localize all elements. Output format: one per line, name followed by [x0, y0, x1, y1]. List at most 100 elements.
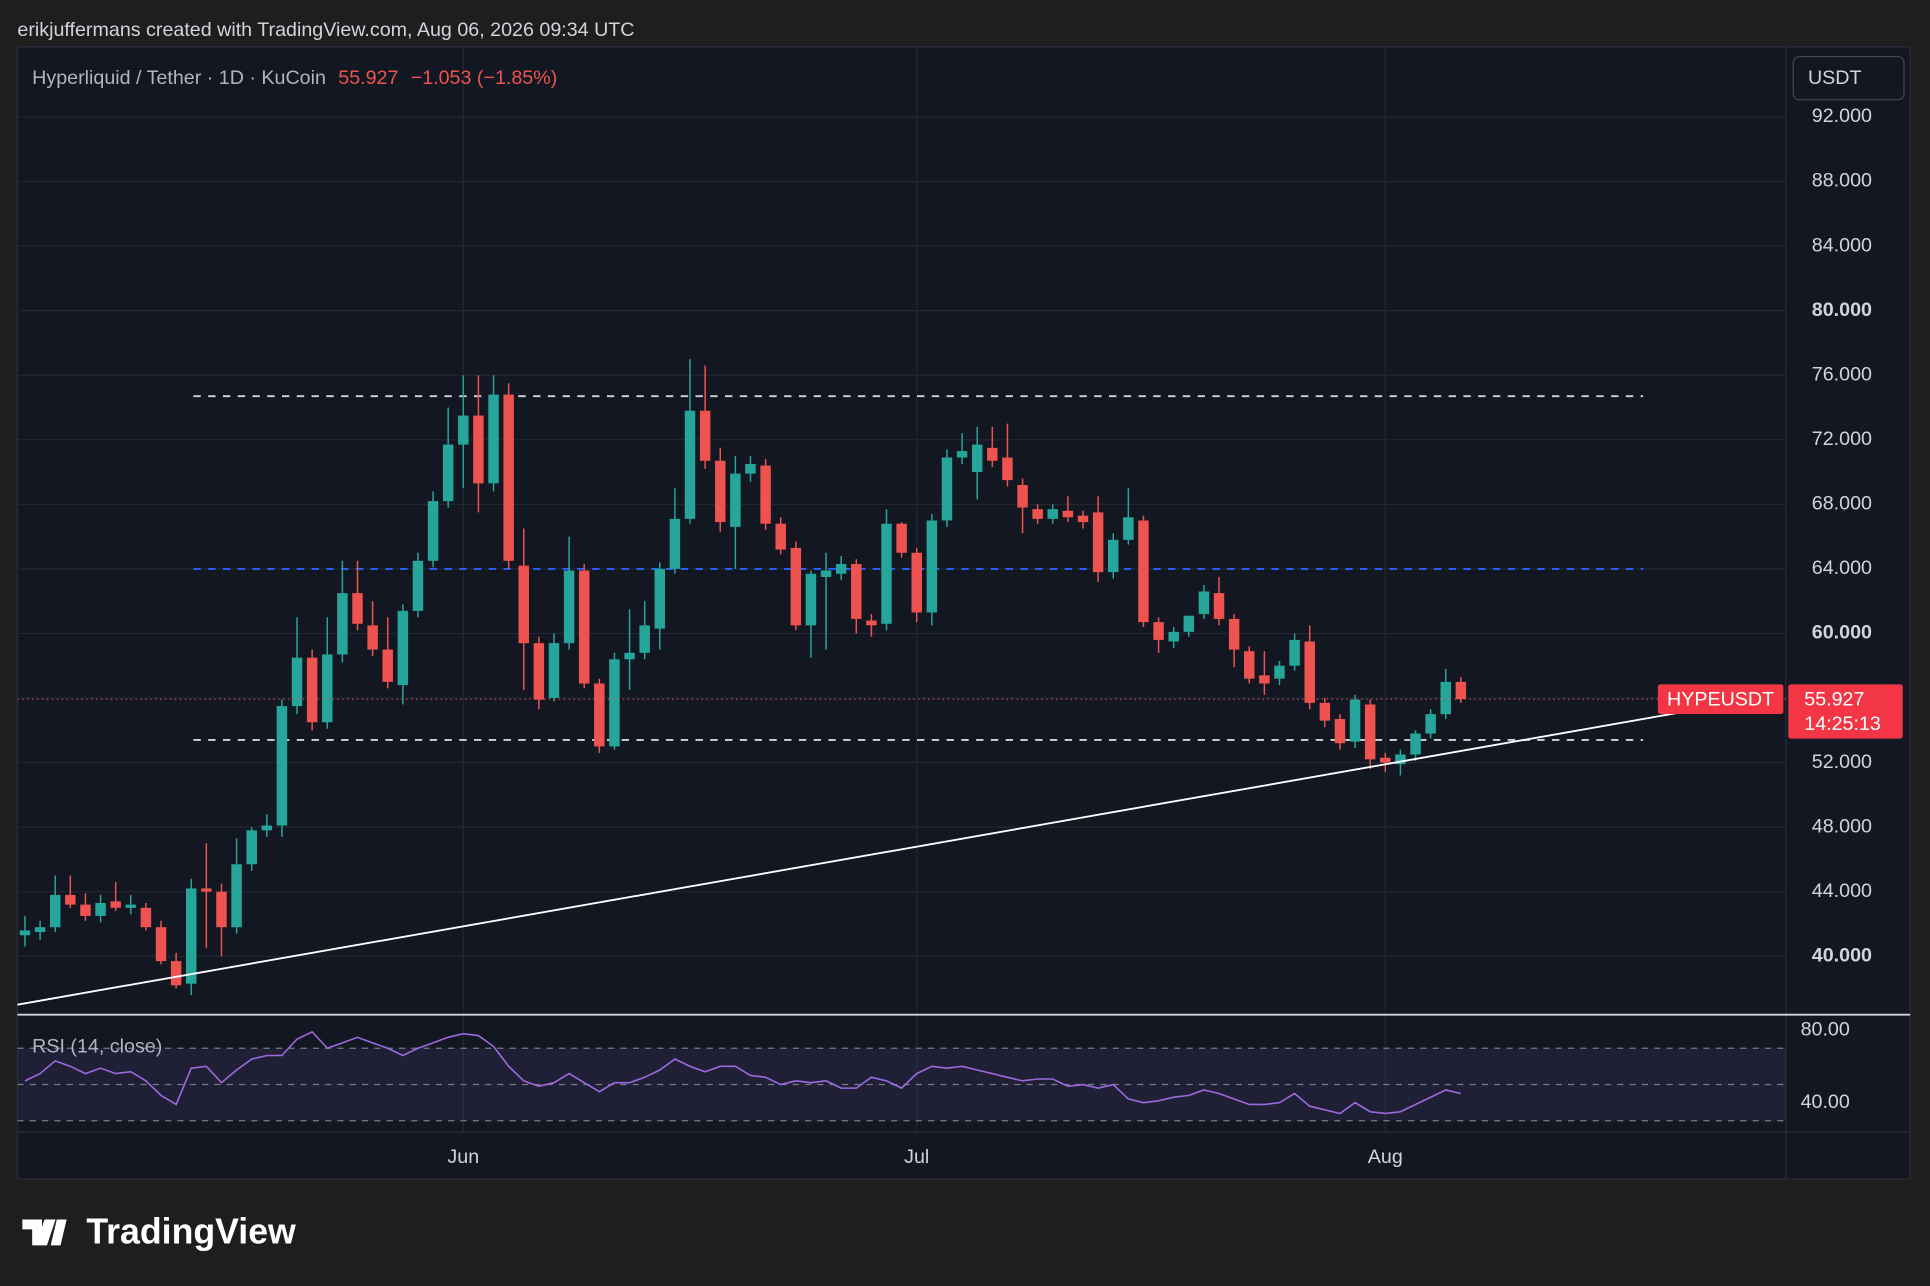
candle-body [19, 930, 31, 936]
candle-body [911, 552, 922, 613]
candle-body [1213, 593, 1225, 619]
candle-body [563, 570, 575, 644]
candle-body [246, 830, 257, 865]
header-price: 55.927 [338, 67, 398, 89]
candle-body [578, 570, 590, 684]
candle-body [125, 904, 137, 908]
candle-body [1047, 509, 1058, 519]
candle-body [1228, 618, 1240, 650]
candle-body [49, 894, 61, 928]
candle-body [1440, 681, 1451, 715]
candle-body [412, 560, 424, 611]
trendline [17, 708, 1699, 1006]
candle-body [1032, 509, 1043, 519]
brand-icon [22, 1219, 67, 1246]
candle-body [775, 523, 786, 550]
candle-body [926, 520, 938, 613]
candle-body [1002, 457, 1013, 481]
candle-body [624, 652, 635, 660]
candle-body [65, 894, 76, 905]
candle-body [835, 564, 847, 574]
candle-body [488, 394, 499, 484]
candle-body [533, 643, 545, 700]
y-tick-label: 88.000 [1812, 170, 1872, 192]
candle-body [790, 547, 802, 626]
candle-body [337, 593, 348, 655]
y-tick-label: 44.000 [1812, 880, 1872, 902]
candle-body [1455, 681, 1467, 700]
candle-body [291, 657, 303, 707]
symbol-tag-label: HYPEUSDT [1667, 689, 1774, 711]
candle-body [760, 465, 771, 524]
candle-body [382, 649, 393, 682]
candle-body [34, 927, 46, 933]
y-tick-label: 64.000 [1812, 557, 1872, 579]
countdown-label: 14:25:13 [1804, 713, 1881, 735]
candle-body [1017, 484, 1028, 508]
currency-button[interactable] [1792, 55, 1905, 101]
chart-frame [16, 46, 1911, 1180]
candle-body [503, 394, 514, 561]
candle-body [322, 654, 333, 723]
candle-body [442, 444, 454, 502]
candle-body [1077, 515, 1089, 523]
y-tick-label: 40.000 [1812, 944, 1872, 966]
symbol-tag [1657, 684, 1784, 714]
y-tick-label: 60.000 [1812, 622, 1872, 644]
candle-body [1198, 591, 1210, 615]
candle-body [654, 568, 666, 629]
candle-body [1410, 733, 1421, 755]
candle-body [80, 904, 91, 916]
candle-body [851, 564, 862, 619]
y-tick-label: 68.000 [1812, 493, 1872, 515]
rsi-tick-label: 80.00 [1801, 1018, 1850, 1040]
candle-body [1364, 704, 1376, 760]
brand-logo: TradingView [22, 1212, 296, 1252]
candle-body [896, 523, 907, 553]
candle-body [745, 463, 756, 474]
candle-body [1425, 714, 1436, 734]
price-tag-label: 55.927 [1804, 689, 1864, 711]
x-tick-label: Jun [447, 1146, 479, 1168]
candle-body [956, 451, 968, 458]
candle-body [1395, 754, 1406, 765]
candle-body [1244, 651, 1255, 679]
y-tick-label: 84.000 [1812, 234, 1872, 256]
candle-body [548, 643, 560, 699]
candle-body [261, 825, 273, 831]
y-tick-label: 80.000 [1812, 299, 1872, 321]
candle-body [805, 573, 817, 626]
candle-body [1289, 639, 1300, 666]
rsi-title: RSI (14, close) [32, 1035, 162, 1057]
candle-body [1319, 702, 1331, 721]
y-tick-label: 76.000 [1812, 363, 1872, 385]
candle-body [140, 907, 152, 928]
candle-body [397, 610, 409, 686]
rsi-band [17, 1048, 1786, 1121]
x-tick-label: Jul [904, 1146, 929, 1168]
attribution: erikjuffermans created with TradingView.… [17, 19, 634, 41]
x-tick-label: Aug [1368, 1146, 1403, 1168]
candle-body [1304, 641, 1315, 703]
candle-body [1168, 631, 1179, 642]
candle-body [639, 625, 650, 653]
candle-body [170, 961, 182, 986]
brand-name: TradingView [86, 1212, 296, 1252]
y-tick-label: 52.000 [1812, 751, 1872, 773]
candle-body [1349, 699, 1361, 742]
currency-label[interactable]: USDT [1808, 67, 1862, 89]
candle-body [1092, 512, 1104, 573]
candle-body [352, 593, 363, 624]
candle-body [306, 657, 318, 723]
header-change: −1.053 (−1.85%) [411, 67, 558, 89]
candle-body [715, 460, 726, 523]
candle-body [594, 683, 605, 747]
y-tick-label: 72.000 [1812, 428, 1872, 450]
candle-body [669, 518, 681, 569]
candle-body [941, 457, 953, 521]
candle-body [367, 625, 378, 650]
candle-body [518, 565, 529, 644]
candle-body [95, 902, 106, 916]
price-tag [1788, 684, 1903, 739]
